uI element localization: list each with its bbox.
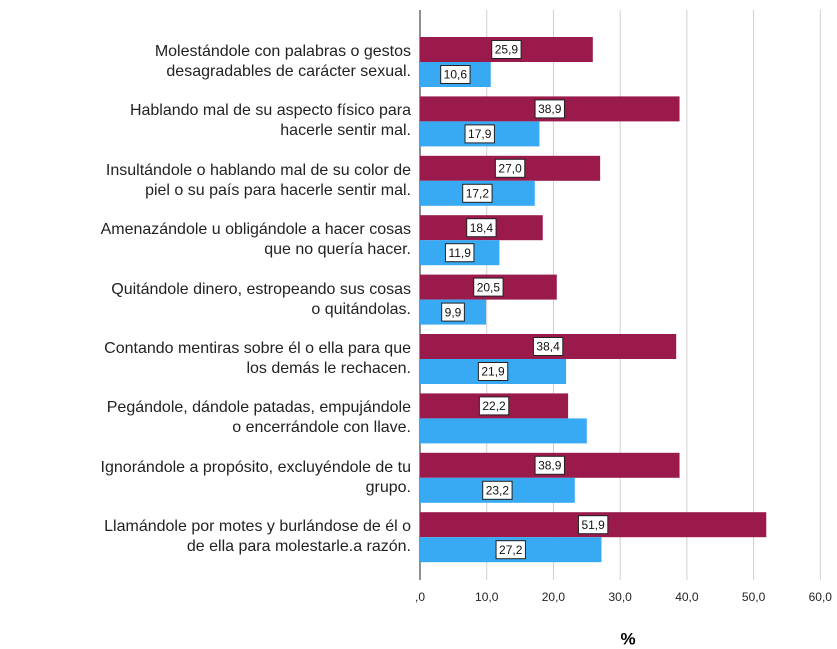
value-label-box bbox=[440, 65, 471, 84]
value-label: 18,4 bbox=[470, 221, 494, 235]
value-label-box bbox=[491, 40, 522, 59]
value-label-box bbox=[444, 243, 475, 263]
value-label: 20,5 bbox=[477, 280, 501, 294]
y-tick-label: Llamándole por motes y burlándose de él … bbox=[104, 518, 411, 556]
value-label: 27,2 bbox=[499, 543, 523, 557]
y-tick-label: Hablando mal de su aspecto físico para h… bbox=[129, 102, 411, 140]
value-label: 17,2 bbox=[466, 186, 490, 200]
value-label-box bbox=[577, 515, 609, 535]
value-label-box bbox=[473, 277, 504, 297]
value-label-box bbox=[466, 218, 497, 238]
y-tick-label: Molestándole con palabras o gestos desag… bbox=[154, 43, 411, 80]
value-label-box bbox=[462, 183, 493, 203]
value-label: 17,9 bbox=[468, 127, 492, 141]
value-label-box bbox=[477, 362, 509, 381]
value-label-box bbox=[464, 124, 495, 144]
x-tick-label: 30,0 bbox=[608, 590, 632, 604]
value-label-box bbox=[494, 158, 526, 178]
x-tick-label: 10,0 bbox=[475, 590, 499, 604]
value-label: 38,9 bbox=[538, 102, 562, 116]
x-tick-label: 40,0 bbox=[675, 590, 699, 604]
value-label: 22,2 bbox=[482, 399, 506, 413]
value-label: 10,6 bbox=[444, 68, 468, 82]
y-tick-label: Insultándole o hablando mal de su color … bbox=[105, 161, 411, 199]
value-label: 9,9 bbox=[445, 305, 462, 319]
x-axis-label: % bbox=[620, 629, 635, 648]
bar bbox=[420, 418, 587, 444]
x-tick-label: 50,0 bbox=[742, 590, 766, 604]
y-tick-label: Ignorándole a propósito, excluyéndole de… bbox=[100, 458, 411, 496]
value-label: 51,9 bbox=[581, 518, 605, 532]
value-label-box bbox=[495, 540, 526, 560]
value-label: 11,9 bbox=[448, 246, 471, 260]
value-label: 38,4 bbox=[536, 340, 560, 354]
y-tick-label: Pegándole, dándole patadas, empujándole … bbox=[106, 399, 411, 437]
x-tick-label: 20,0 bbox=[542, 590, 566, 604]
value-label: 38,9 bbox=[538, 458, 562, 472]
y-tick-label: Quitándole dinero, estropeando sus cosas… bbox=[111, 280, 411, 318]
x-tick-label: 60,0 bbox=[809, 590, 833, 604]
y-tick-label: Contando mentiras sobre él o ella para q… bbox=[104, 340, 411, 377]
value-label: 25,9 bbox=[495, 43, 519, 57]
value-label-box bbox=[532, 337, 564, 356]
value-label: 23,2 bbox=[486, 483, 510, 497]
value-label-box bbox=[534, 99, 565, 119]
y-tick-label: Amenazándole u obligándole a hacer cosas… bbox=[100, 221, 411, 259]
x-tick-label: ,0 bbox=[415, 590, 425, 604]
value-label-box bbox=[534, 455, 565, 475]
value-label: 21,9 bbox=[481, 365, 505, 379]
value-label: 27,0 bbox=[498, 161, 522, 175]
value-label-box bbox=[441, 302, 465, 322]
value-label-box bbox=[482, 480, 513, 500]
value-label-box bbox=[478, 396, 510, 416]
